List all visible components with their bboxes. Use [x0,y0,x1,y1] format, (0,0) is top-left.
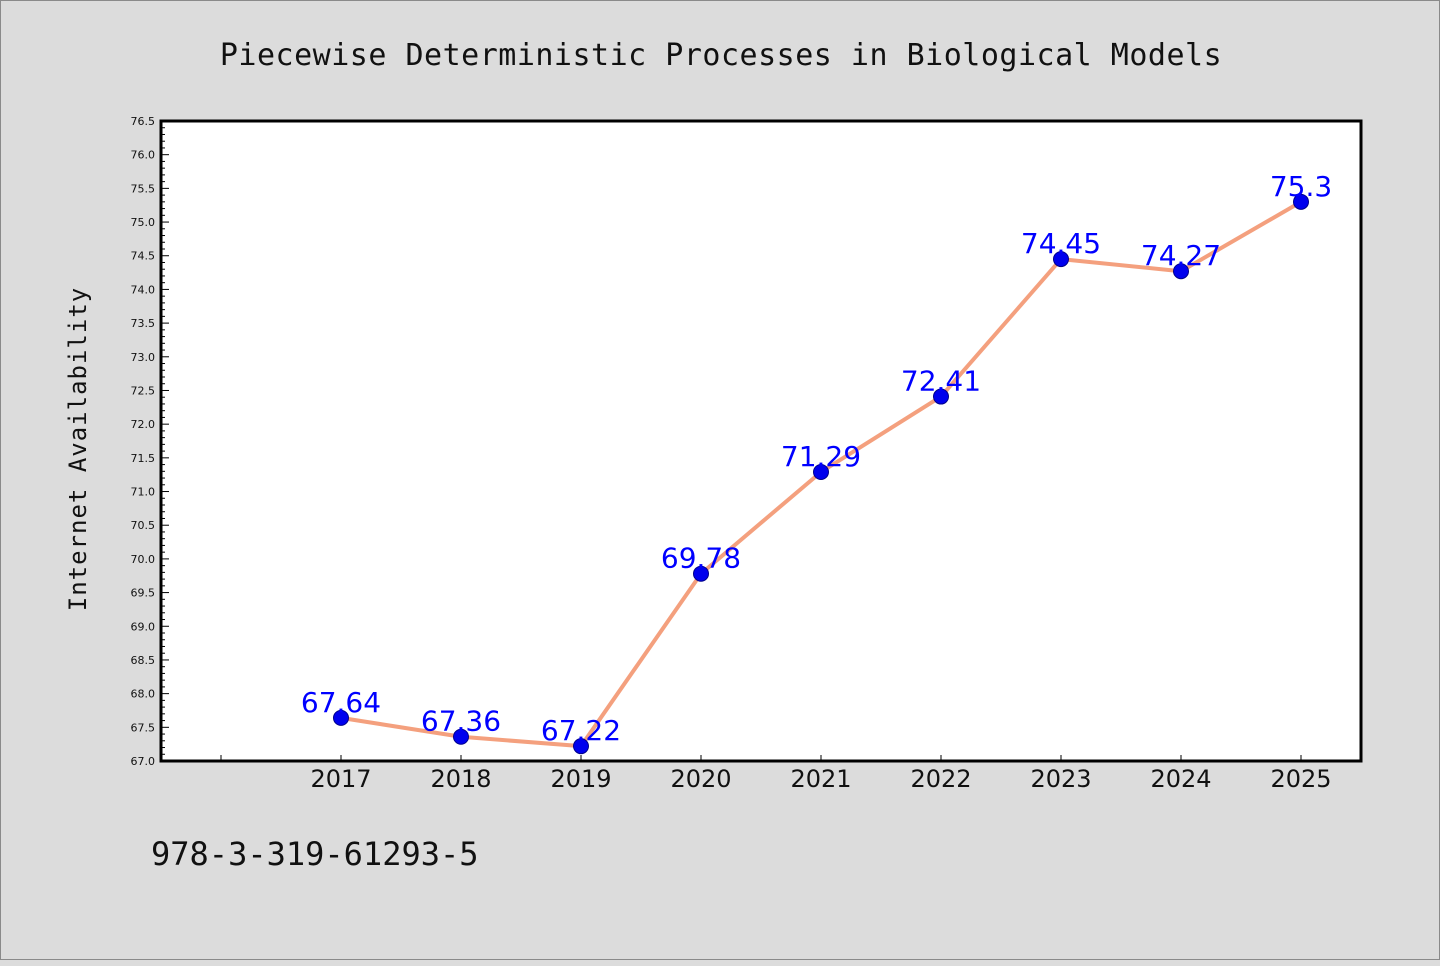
y-tick-label: 73.5 [131,317,156,330]
y-tick-label: 76.0 [131,149,156,162]
x-tick-label: 2021 [790,765,851,793]
data-point [1293,193,1309,210]
x-tick-label: 2017 [310,765,371,793]
data-point [1173,263,1189,280]
y-tick-label: 68.0 [131,688,156,701]
data-label: 74.45 [1021,227,1101,260]
data-label: 69.78 [661,542,741,575]
data-point [333,709,349,726]
x-tick-label: 2024 [1150,765,1211,793]
data-label: 67.64 [301,686,381,719]
data-point [1053,251,1069,268]
y-tick-label: 75.0 [131,216,156,229]
x-tick-label: 2018 [430,765,491,793]
data-label: 67.22 [541,714,621,747]
x-tick-label: 2019 [550,765,611,793]
data-point [453,728,469,745]
data-point [573,738,589,755]
plot-area [161,121,1361,761]
data-markers [333,193,1309,755]
data-label: 75.3 [1270,170,1332,203]
chart-title: Piecewise Deterministic Processes in Bio… [220,38,1222,73]
data-point [933,388,949,405]
data-label: 71.29 [781,440,861,473]
data-label: 72.41 [901,365,981,398]
plot-frame [159,119,1363,763]
y-tick-label: 76.5 [131,115,156,128]
y-tick-label: 71.0 [131,486,156,499]
y-tick-label: 72.5 [131,384,156,397]
data-point [693,565,709,582]
x-tick-label: 2022 [910,765,971,793]
y-tick-label: 67.0 [131,755,156,768]
y-tick-label: 67.5 [131,721,156,734]
x-tick-label: 2023 [1030,765,1091,793]
y-tick-label: 75.5 [131,182,156,195]
y-tick-label: 74.0 [131,283,156,296]
y-tick-label: 72.0 [131,418,156,431]
x-axis: 2017 2018 2019 2020 2021 2022 2023 2024 2025 [220,755,1332,793]
y-tick-label: 71.5 [131,452,156,465]
y-tick-label: 74.5 [131,250,156,263]
data-point [813,463,829,480]
y-tick-label: 68.5 [131,654,156,667]
y-tick-label: 69.5 [131,587,156,600]
x-tick-label: 2020 [670,765,731,793]
footer-isbn: 978-3-319-61293-5 [151,835,479,873]
data-label: 67.36 [421,705,501,738]
x-tick-label: 2025 [1270,765,1331,793]
y-tick-label: 73.0 [131,351,156,364]
y-tick-label: 70.5 [131,519,156,532]
data-label: 74.27 [1141,239,1221,272]
y-tick-label: 69.0 [131,620,156,633]
y-tick-label: 70.0 [131,553,156,566]
data-labels: 67.64 67.36 67.22 69.78 71.29 72.41 74.45 74.27… [301,170,1332,747]
y-axis-label: Internet Availability [64,287,92,611]
